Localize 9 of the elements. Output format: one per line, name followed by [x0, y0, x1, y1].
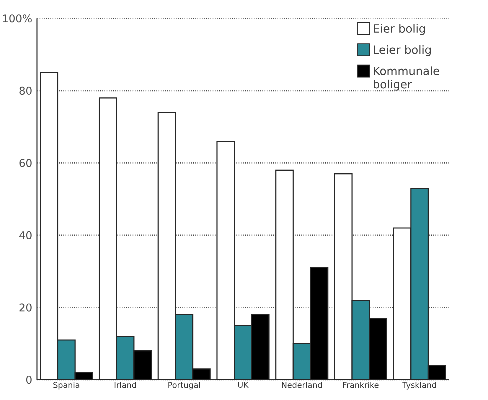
- legend-label: Leier bolig: [374, 45, 432, 56]
- legend-label: Kommunale boliger: [374, 66, 440, 91]
- y-tick-label: 60: [20, 159, 32, 168]
- y-tick-label: 100%: [3, 14, 32, 23]
- legend-label: Eier bolig: [374, 24, 426, 36]
- y-tick-label: 20: [20, 304, 32, 312]
- y-tick-label: 0: [26, 376, 32, 384]
- y-tick-label: 40: [20, 231, 32, 240]
- y-tick-label: 80: [20, 86, 32, 95]
